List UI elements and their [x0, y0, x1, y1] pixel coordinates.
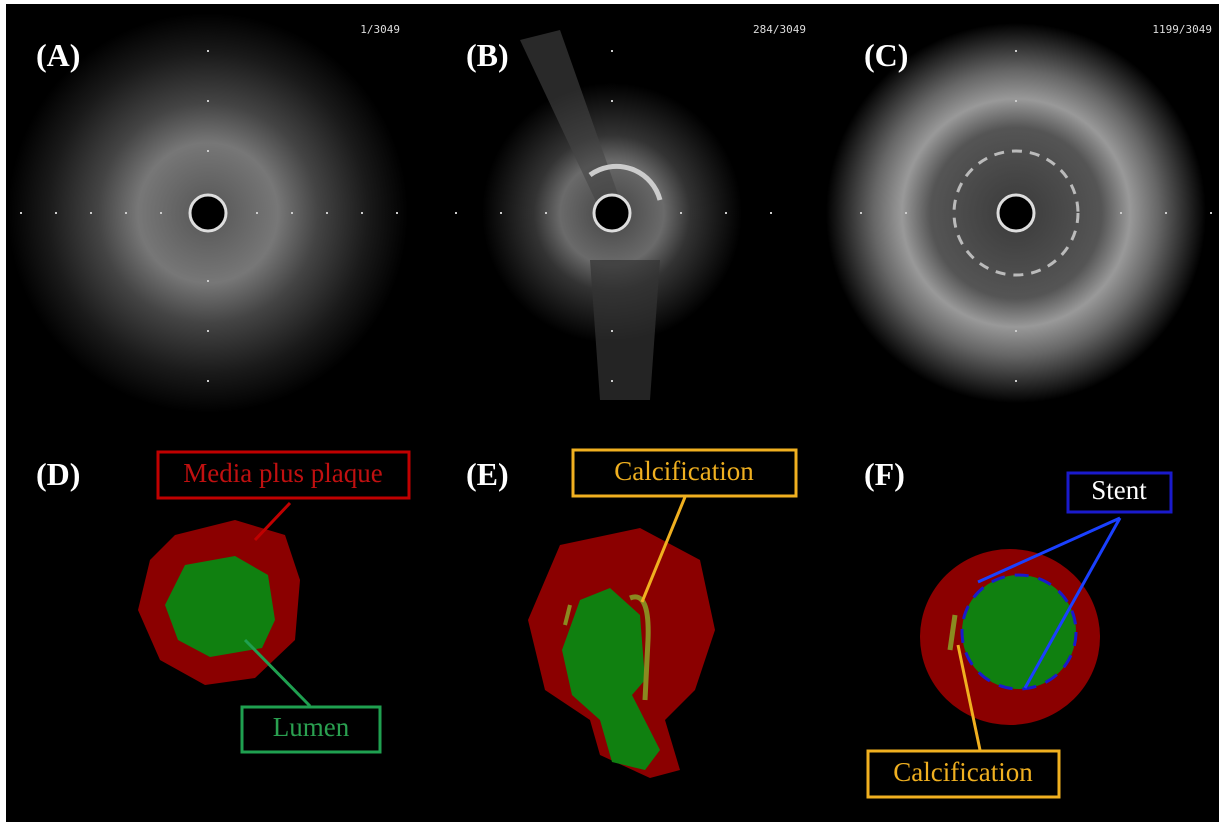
- frame-counter: 284/3049: [753, 23, 806, 36]
- panel-label: (F): [864, 456, 905, 492]
- ultrasound-a: [8, 13, 408, 413]
- frame-counter: 1199/3049: [1152, 23, 1212, 36]
- frame-counter: 1/3049: [360, 23, 400, 36]
- panel-label: (B): [466, 37, 509, 73]
- panel-label: (E): [466, 456, 509, 492]
- panel-label: (A): [36, 37, 80, 73]
- page: {"panels": [ {"label": "(A)", "frame": "…: [0, 0, 1223, 826]
- annotation: Media plus plaque: [183, 458, 382, 488]
- annotation: Stent: [1091, 475, 1147, 505]
- annotation: Calcification: [893, 757, 1033, 787]
- ultrasound-c: [826, 23, 1206, 403]
- figure: (A) (B) (C) (D) (E) (F) 1/3049 284/3049 …: [0, 0, 1223, 826]
- annotation: Calcification: [614, 456, 754, 486]
- panel-label: (C): [864, 37, 908, 73]
- annotation: Lumen: [273, 712, 350, 742]
- panel-label: (D): [36, 456, 80, 492]
